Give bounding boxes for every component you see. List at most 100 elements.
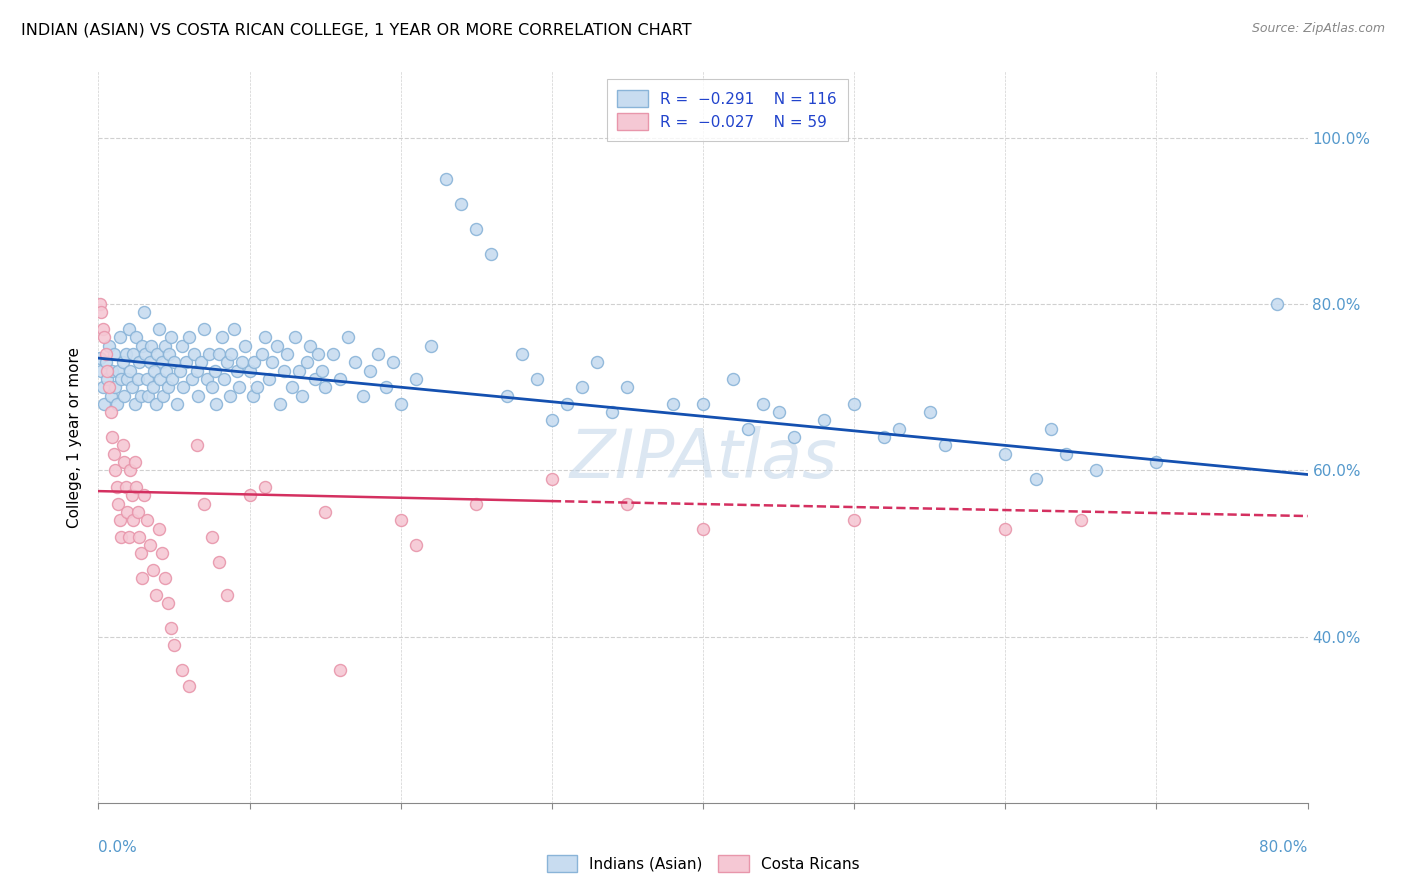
Point <box>148 322 170 336</box>
Point <box>143 363 166 377</box>
Point <box>201 530 224 544</box>
Point <box>101 363 124 377</box>
Point <box>405 538 427 552</box>
Point <box>352 388 374 402</box>
Point <box>98 380 121 394</box>
Point <box>146 347 169 361</box>
Point <box>193 322 215 336</box>
Point <box>661 397 683 411</box>
Point <box>183 347 205 361</box>
Point <box>257 372 280 386</box>
Point <box>129 546 152 560</box>
Point <box>118 530 141 544</box>
Point <box>103 347 125 361</box>
Point <box>295 355 318 369</box>
Text: ZIPAtlas: ZIPAtlas <box>569 426 837 492</box>
Point <box>994 521 1017 535</box>
Point <box>166 397 188 411</box>
Point <box>115 372 138 386</box>
Point <box>121 488 143 502</box>
Point <box>128 530 150 544</box>
Point <box>132 488 155 502</box>
Point <box>205 397 228 411</box>
Point <box>187 388 209 402</box>
Point <box>555 397 578 411</box>
Point <box>150 546 173 560</box>
Point <box>125 480 148 494</box>
Point <box>231 355 253 369</box>
Point <box>125 330 148 344</box>
Point <box>250 347 273 361</box>
Point <box>142 563 165 577</box>
Point <box>211 330 233 344</box>
Point <box>450 197 472 211</box>
Point <box>768 405 790 419</box>
Point <box>186 363 208 377</box>
Point <box>131 339 153 353</box>
Point <box>434 172 457 186</box>
Point <box>360 363 382 377</box>
Point <box>226 363 249 377</box>
Point <box>107 497 129 511</box>
Point <box>219 388 242 402</box>
Point <box>495 388 517 402</box>
Point <box>224 322 246 336</box>
Point <box>1054 447 1077 461</box>
Point <box>228 380 250 394</box>
Point <box>269 397 291 411</box>
Point <box>134 347 156 361</box>
Point <box>571 380 593 394</box>
Point <box>139 355 162 369</box>
Point <box>174 355 197 369</box>
Point <box>160 621 183 635</box>
Point <box>284 330 307 344</box>
Point <box>162 372 184 386</box>
Point <box>145 397 167 411</box>
Point <box>129 388 152 402</box>
Point <box>239 488 262 502</box>
Point <box>616 380 638 394</box>
Point <box>239 363 262 377</box>
Text: 80.0%: 80.0% <box>1260 840 1308 855</box>
Point <box>273 363 295 377</box>
Point <box>540 413 562 427</box>
Point <box>111 438 134 452</box>
Point <box>111 355 134 369</box>
Point <box>692 521 714 535</box>
Point <box>163 355 186 369</box>
Point <box>110 530 132 544</box>
Point <box>307 347 329 361</box>
Point <box>108 513 131 527</box>
Point <box>89 297 111 311</box>
Point <box>204 363 226 377</box>
Point <box>389 397 412 411</box>
Point <box>114 480 136 494</box>
Point <box>221 347 243 361</box>
Point <box>136 388 159 402</box>
Point <box>96 363 118 377</box>
Point <box>322 347 344 361</box>
Point <box>212 372 235 386</box>
Point <box>155 363 177 377</box>
Point <box>934 438 956 452</box>
Point <box>1070 513 1092 527</box>
Point <box>1267 297 1289 311</box>
Point <box>105 480 128 494</box>
Point <box>208 555 231 569</box>
Point <box>90 305 112 319</box>
Point <box>276 347 298 361</box>
Text: INDIAN (ASIAN) VS COSTA RICAN COLLEGE, 1 YEAR OR MORE CORRELATION CHART: INDIAN (ASIAN) VS COSTA RICAN COLLEGE, 1… <box>21 22 692 37</box>
Point <box>101 430 124 444</box>
Y-axis label: College, 1 year or more: College, 1 year or more <box>67 347 83 527</box>
Point <box>160 330 183 344</box>
Point <box>172 380 194 394</box>
Point <box>91 380 114 394</box>
Point <box>156 596 179 610</box>
Point <box>336 330 359 344</box>
Point <box>132 305 155 319</box>
Point <box>420 339 443 353</box>
Point <box>1144 455 1167 469</box>
Point <box>150 355 173 369</box>
Point <box>170 663 193 677</box>
Point <box>465 222 488 236</box>
